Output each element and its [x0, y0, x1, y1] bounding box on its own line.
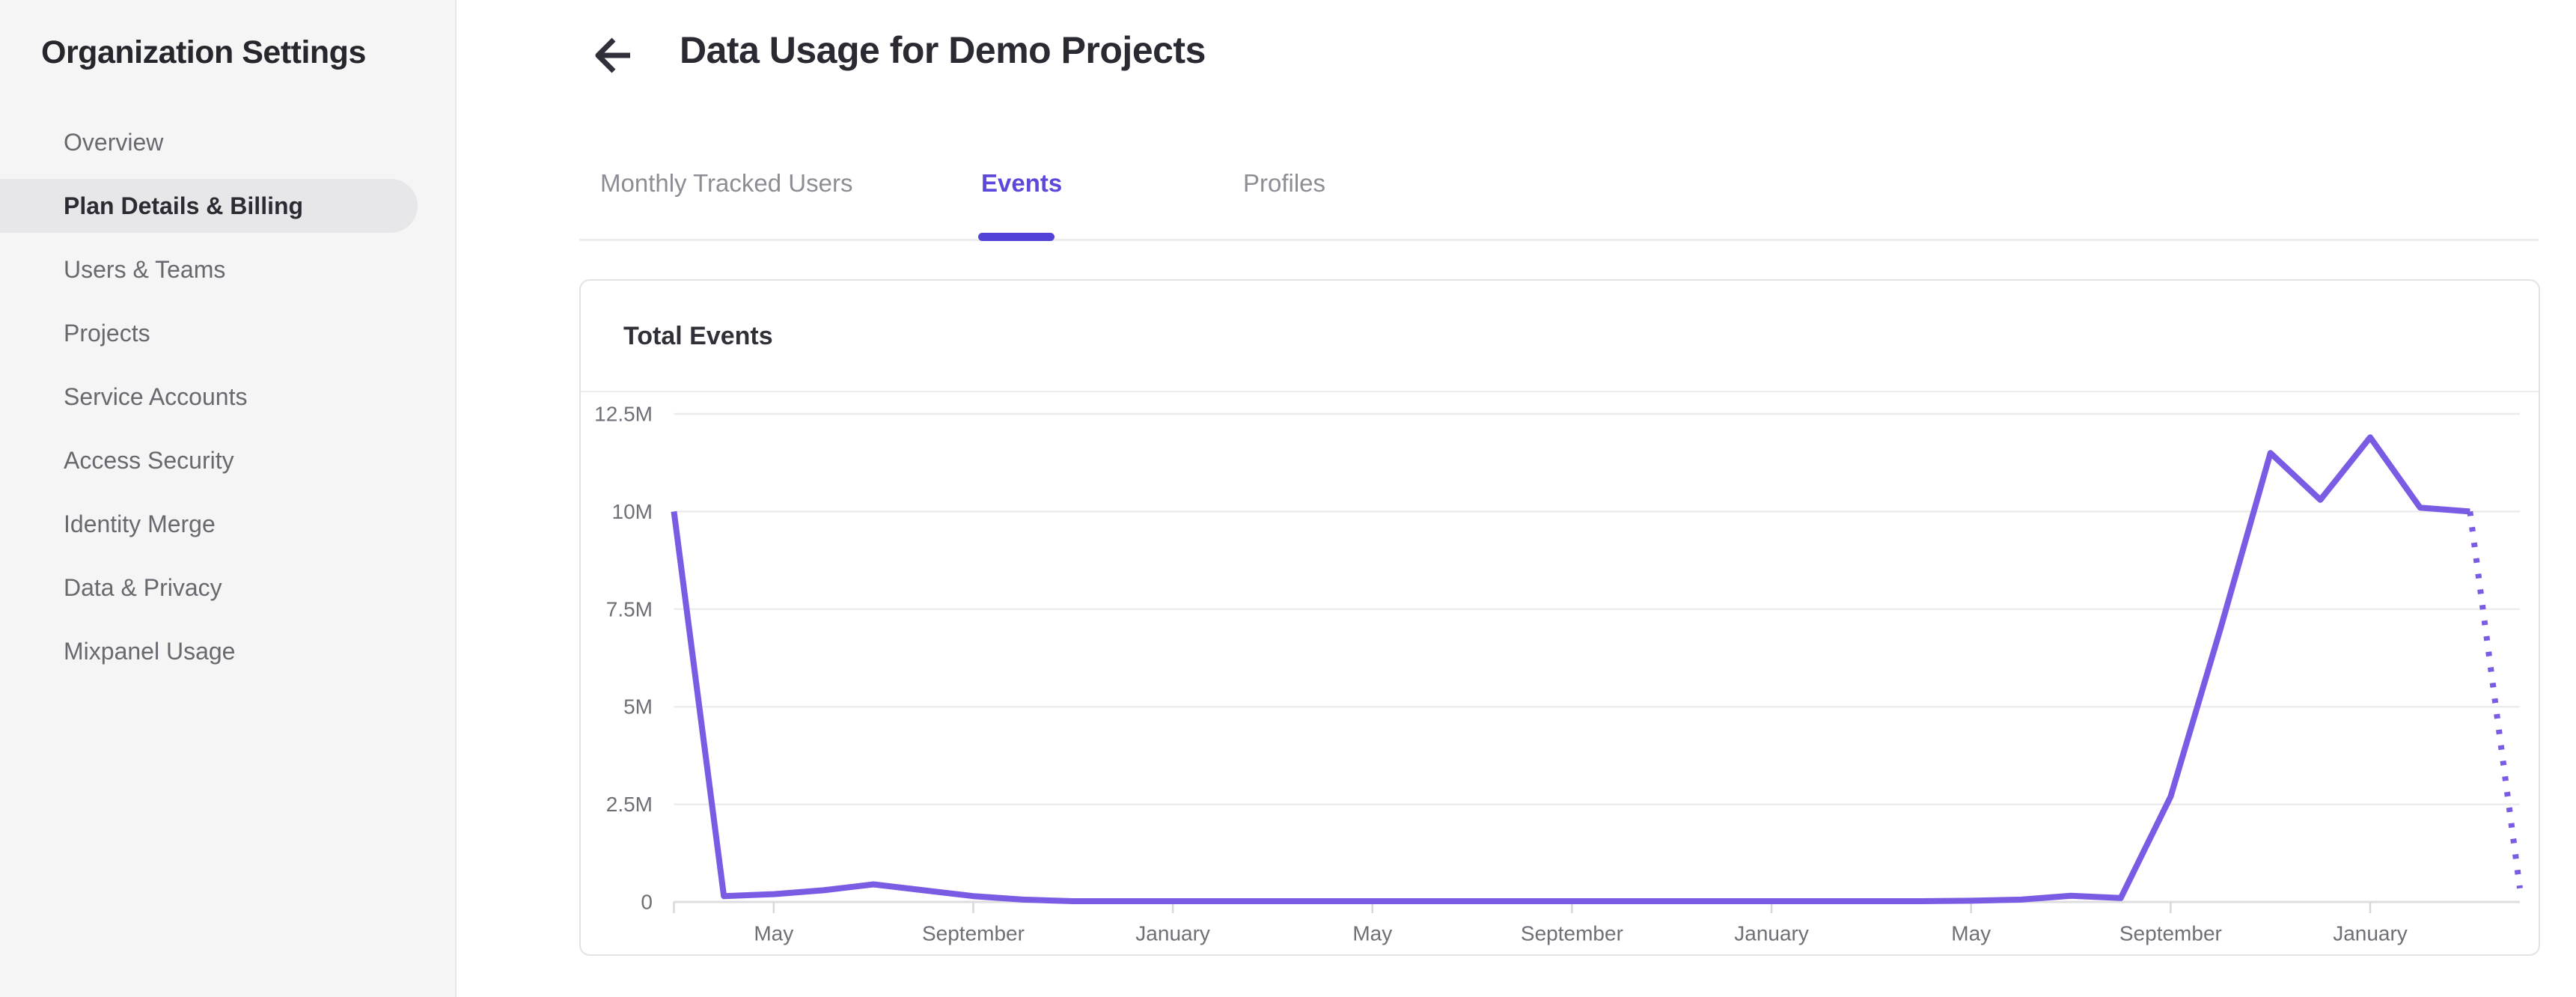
- total-events-line: [671, 434, 2470, 904]
- y-axis-label: 12.5M: [594, 403, 653, 426]
- y-axis-label: 2.5M: [606, 793, 653, 816]
- y-axis-label: 10M: [612, 500, 653, 523]
- tab-events[interactable]: Events: [981, 169, 1063, 197]
- x-axis-label: September: [922, 922, 1025, 945]
- x-axis-label: May: [754, 922, 793, 945]
- projected-dotted-line: [2467, 510, 2523, 889]
- y-axis-label: 5M: [623, 695, 653, 719]
- x-axis-label: January: [1135, 922, 1210, 945]
- x-axis-label: January: [1734, 922, 1809, 945]
- sidebar-item-label: Overview: [64, 129, 164, 156]
- sidebar-item-data-privacy[interactable]: Data & Privacy: [0, 556, 457, 620]
- x-axis-label: May: [1951, 922, 1991, 945]
- total-events-chart[interactable]: 12.5M 10M 7.5M 5M 2.5M 0 May September January Ma…: [581, 281, 2539, 954]
- active-tab-underline: [978, 233, 1054, 241]
- left-arrow-icon: [595, 34, 632, 79]
- y-axis-label: 7.5M: [606, 597, 653, 621]
- sidebar-item-access-security[interactable]: Access Security: [0, 429, 457, 493]
- main-content: Data Usage for Demo Projects Monthly Tra…: [458, 0, 2576, 997]
- sidebar-item-label: Data & Privacy: [64, 574, 222, 601]
- sidebar-item-label: Access Security: [64, 447, 234, 474]
- sidebar-item-overview[interactable]: Overview: [0, 111, 457, 174]
- sidebar-item-label: Projects: [64, 320, 150, 347]
- back-button[interactable]: [591, 33, 636, 79]
- sidebar-item-users-teams[interactable]: Users & Teams: [0, 238, 457, 302]
- x-axis-label: January: [2333, 922, 2408, 945]
- x-axis-label: September: [2119, 922, 2222, 945]
- sidebar: Organization Settings Overview Plan Detai…: [0, 0, 457, 997]
- sidebar-title: Organization Settings: [41, 34, 366, 70]
- active-item-pill: [0, 179, 418, 233]
- x-axis-label: May: [1352, 922, 1392, 945]
- card-header-divider: [581, 391, 2539, 392]
- x-axis-label: September: [1521, 922, 1623, 945]
- sidebar-item-label: Service Accounts: [64, 383, 248, 410]
- page-title: Data Usage for Demo Projects: [680, 29, 1206, 71]
- total-events-card: Total Events 12.5M 10M 7.5M 5M 2.5M 0 May Septe…: [579, 279, 2540, 956]
- sidebar-nav: Overview Plan Details & Billing Users & Te…: [0, 111, 457, 683]
- sidebar-item-label: Mixpanel Usage: [64, 638, 236, 665]
- sidebar-item-projects[interactable]: Projects: [0, 302, 457, 365]
- sidebar-item-label: Users & Teams: [64, 256, 226, 283]
- tab-monthly-tracked-users[interactable]: Monthly Tracked Users: [600, 169, 853, 197]
- tab-profiles[interactable]: Profiles: [1243, 169, 1326, 197]
- sidebar-item-plan-details-billing[interactable]: Plan Details & Billing: [0, 174, 457, 238]
- sidebar-item-service-accounts[interactable]: Service Accounts: [0, 365, 457, 429]
- tabs-bottom-border: [579, 239, 2539, 241]
- sidebar-item-identity-merge[interactable]: Identity Merge: [0, 493, 457, 556]
- sidebar-item-label: Plan Details & Billing: [64, 192, 304, 219]
- sidebar-item-label: Identity Merge: [64, 510, 216, 537]
- card-title: Total Events: [623, 322, 773, 350]
- y-axis-label: 0: [641, 891, 653, 914]
- sidebar-item-mixpanel-usage[interactable]: Mixpanel Usage: [0, 620, 457, 683]
